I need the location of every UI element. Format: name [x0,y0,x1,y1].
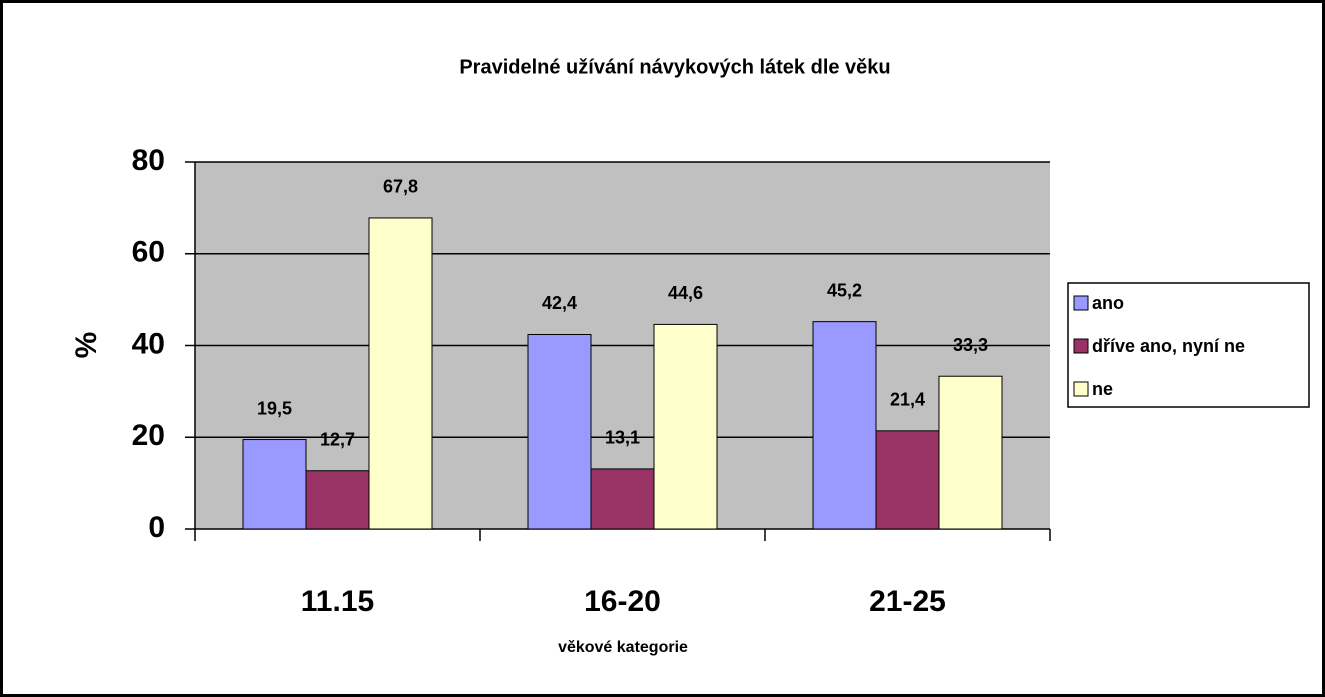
value-label: 44,6 [668,283,703,303]
value-label: 21,4 [890,390,925,410]
y-tick-label: 0 [148,511,165,544]
bar [812,321,877,530]
x-axis-label: věkové kategorie [558,639,688,656]
legend-label: ne [1092,379,1113,399]
y-tick-label: 80 [132,144,165,177]
bar [653,323,718,530]
value-label: 42,4 [542,293,577,313]
value-label: 12,7 [320,429,355,449]
legend-swatch [1073,381,1089,397]
chart-title: Pravidelné užívání návykových látek dle … [459,56,890,78]
bar [242,439,307,530]
bar [938,375,1003,530]
bar [305,470,370,530]
x-tick-label: 11.15 [301,585,374,618]
x-tick-label: 21-25 [869,585,946,618]
bar [527,333,592,530]
bar [368,217,433,530]
y-tick-label: 40 [132,327,165,360]
legend-swatch [1073,295,1089,311]
y-axis-label: % [70,332,103,359]
y-tick-label: 20 [132,419,165,452]
value-label: 13,1 [605,428,640,448]
value-label: 19,5 [257,398,292,418]
value-label: 33,3 [953,335,988,355]
legend [1067,282,1310,408]
legend-swatch [1073,338,1089,354]
legend-label: dříve ano, nyní ne [1092,336,1245,356]
bar [875,430,940,530]
legend-label: ano [1092,293,1124,313]
y-tick-label: 60 [132,236,165,269]
bar [590,468,655,530]
x-tick-label: 16-20 [584,585,661,618]
value-label: 67,8 [383,177,418,197]
value-label: 45,2 [827,280,862,300]
